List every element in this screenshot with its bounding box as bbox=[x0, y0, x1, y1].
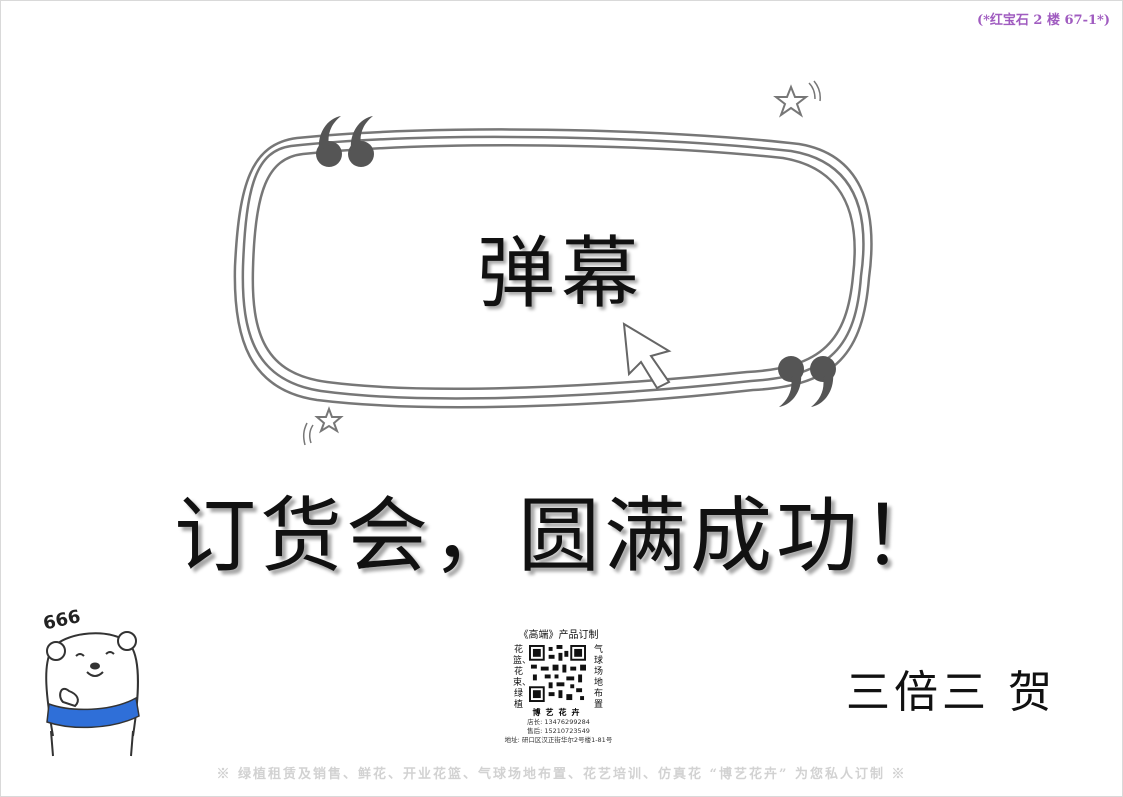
open-quote-icon bbox=[316, 116, 374, 167]
qr-card: 《高端》产品订制 花篮、花束、绿植 气球场 bbox=[501, 626, 616, 751]
star-icon bbox=[773, 80, 821, 118]
qr-address: 地址: 研口区汉正街华尔2号楼1-81号 bbox=[504, 736, 613, 744]
close-quote-icon bbox=[778, 356, 836, 407]
qr-right-text: 气球场地布置 bbox=[593, 645, 603, 710]
bubble-title: 弹幕 bbox=[476, 229, 645, 319]
corner-tag: (*红宝石 2 楼 67-1*) bbox=[976, 13, 1110, 28]
qr-aftersales-phone: 售后: 15210723549 bbox=[527, 727, 590, 735]
sender-signature: 三倍三 贺 bbox=[846, 667, 1056, 718]
star-icon bbox=[302, 406, 344, 446]
bear-mascot-icon: 666 bbox=[41, 606, 140, 757]
speech-frame bbox=[233, 116, 873, 409]
qr-left-text: 花篮、花束、绿植 bbox=[513, 645, 532, 710]
qr-manager-phone: 店长: 13476299284 bbox=[527, 718, 590, 726]
qr-heading: 《高端》产品订制 bbox=[518, 630, 599, 641]
footer-banner: ※ 绿植租赁及销售、鲜花、开业花篮、气球场地布置、花艺培训、仿真花 “博艺花卉”… bbox=[216, 767, 907, 782]
qr-code-icon[interactable] bbox=[529, 645, 586, 702]
cursor-arrow-icon bbox=[622, 322, 672, 390]
bear-label: 666 bbox=[41, 606, 82, 634]
qr-brand: 博艺花卉 bbox=[532, 708, 585, 717]
slogan: 订货会，圆满成功！ bbox=[173, 489, 948, 584]
